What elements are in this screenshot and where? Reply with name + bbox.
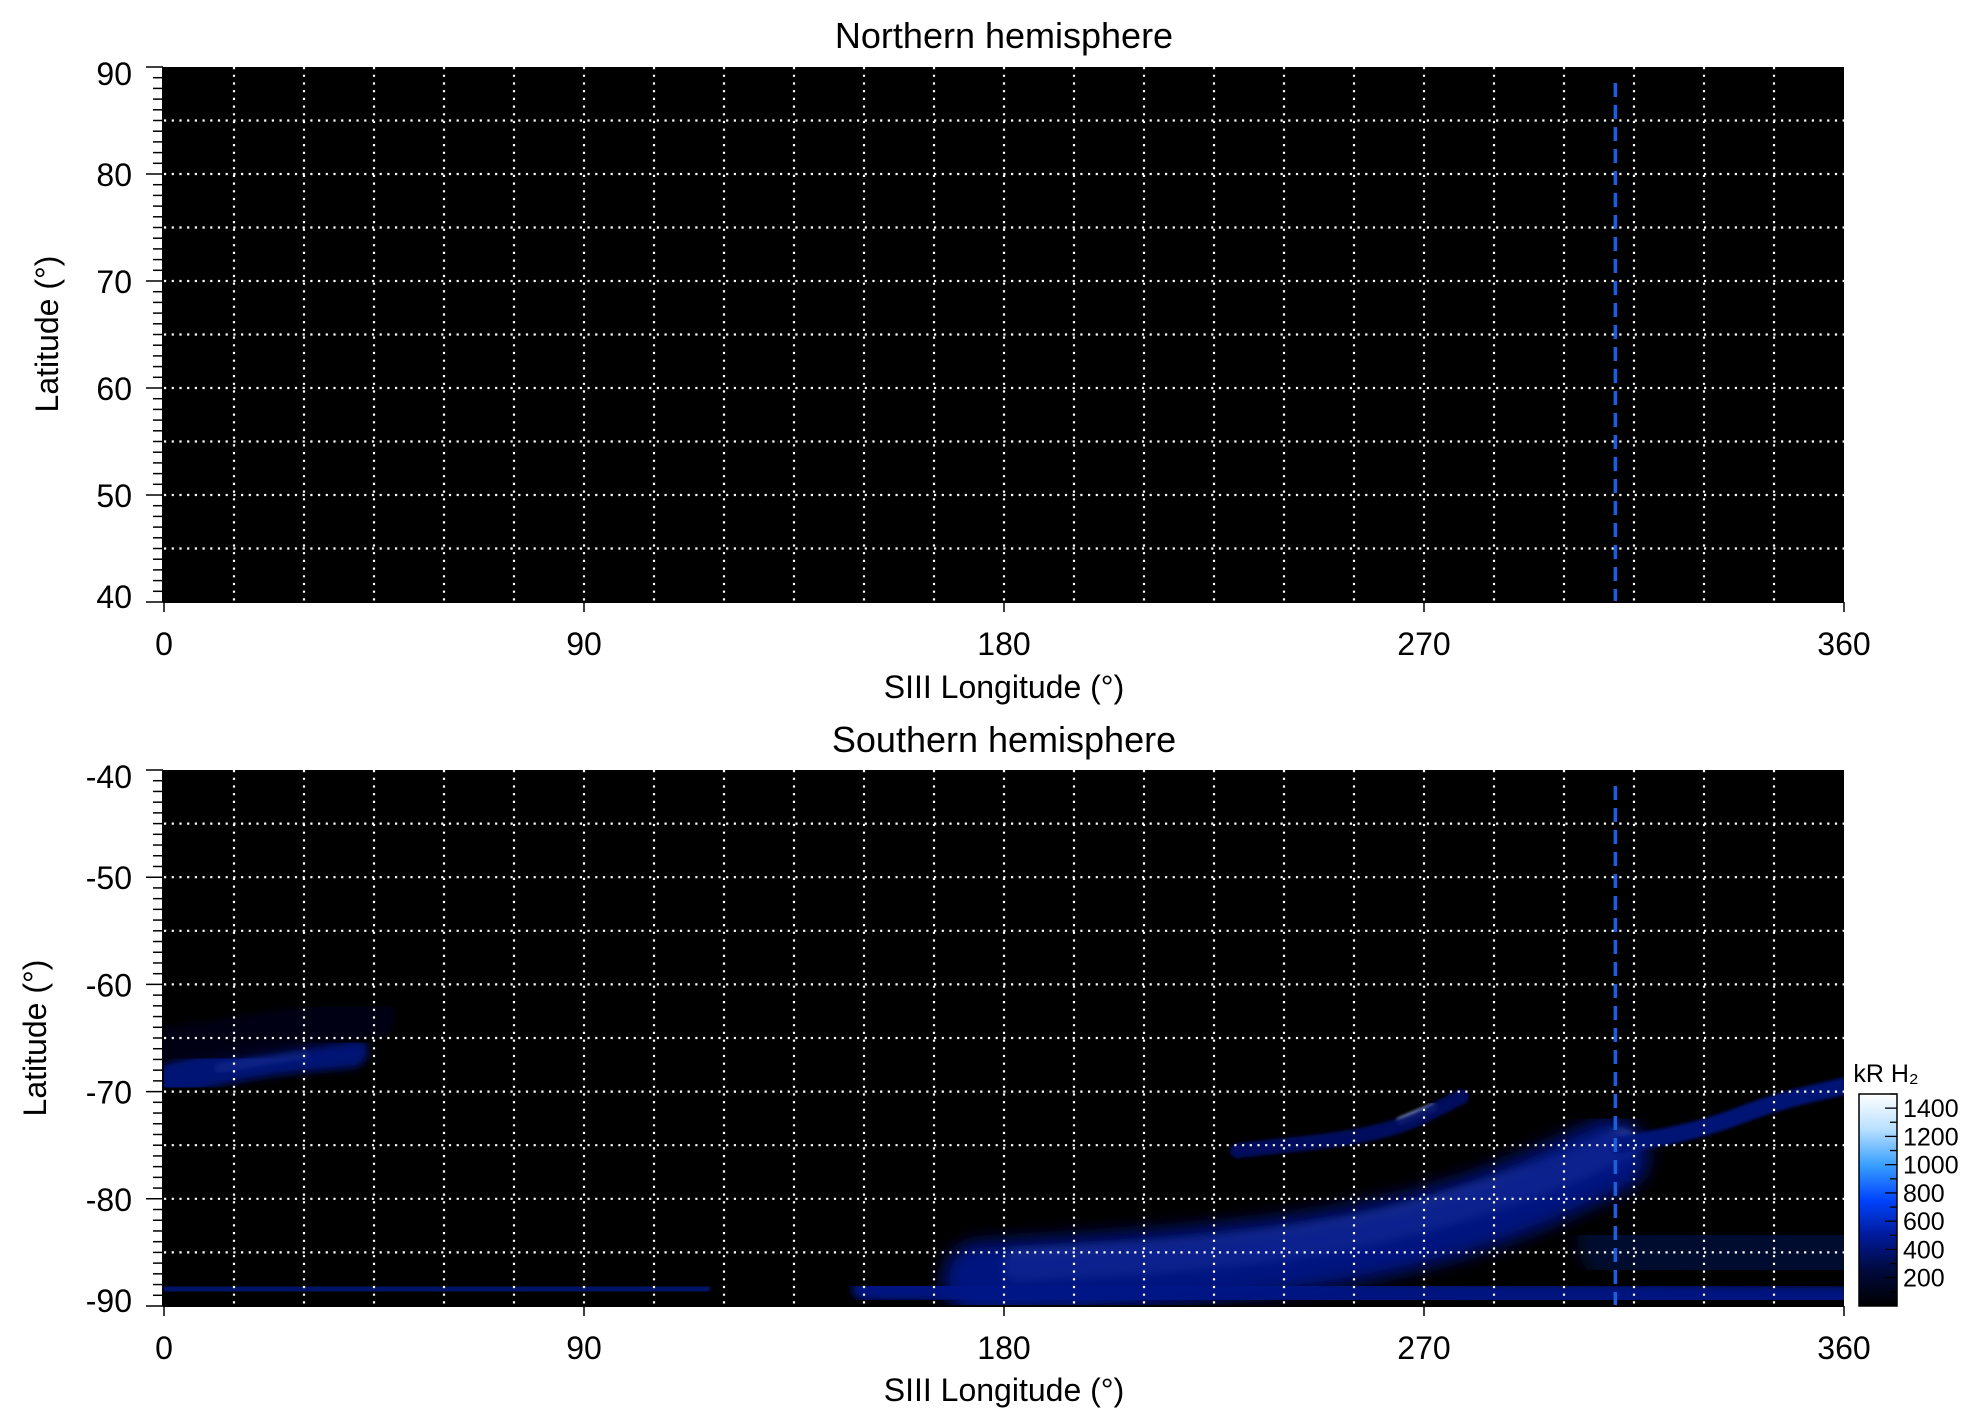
colorbar-tick-label: 1400 — [1903, 1095, 1959, 1123]
colorbar-tick-label: 800 — [1903, 1180, 1945, 1208]
colorbar-tick-label: 1200 — [1903, 1123, 1959, 1151]
emission-main-oval-halo — [943, 1118, 1649, 1306]
colorbar-label: kR H₂ — [1853, 1060, 1918, 1088]
x-tick-label: 90 — [566, 626, 602, 662]
y-tick-label: -70 — [86, 1075, 132, 1111]
y-tick-label: 40 — [96, 579, 132, 615]
y-tick-label: 90 — [96, 56, 132, 92]
chart-title: Southern hemisphere — [832, 719, 1176, 760]
x-axis-label: SIII Longitude (°) — [884, 669, 1124, 705]
emission-polar-arc-halo — [1229, 1089, 1469, 1159]
colorbar-ramp — [1858, 1093, 1898, 1307]
colorbar-tick-label: 600 — [1903, 1208, 1945, 1236]
y-axis-label: Latitude (°) — [29, 256, 65, 413]
x-tick-label: 360 — [1817, 626, 1870, 662]
colorbar-tick-label: 200 — [1903, 1265, 1945, 1293]
emission-pole-band-right — [852, 1277, 1844, 1306]
colorbar-tick-label: 400 — [1903, 1236, 1945, 1264]
y-tick-label: -90 — [86, 1283, 132, 1319]
x-tick-label: 270 — [1397, 626, 1450, 662]
emission-dusk-faint — [164, 995, 396, 1071]
y-tick-label: 50 — [96, 478, 132, 514]
y-tick-label: 80 — [96, 157, 132, 193]
x-tick-label: 360 — [1817, 1330, 1870, 1366]
y-tick-label: 60 — [96, 371, 132, 407]
colorbar-tick-label: 1000 — [1903, 1152, 1959, 1180]
x-tick-label: 180 — [977, 626, 1030, 662]
emission-layer — [164, 995, 1844, 1306]
x-axis: 0 90 180 270 360 — [155, 1305, 1871, 1366]
x-tick-label: 90 — [566, 1330, 602, 1366]
x-tick-label: 0 — [155, 1330, 173, 1366]
emission-dusk-spot-halo — [164, 1033, 368, 1096]
y-tick-label: 70 — [96, 264, 132, 300]
y-tick-label: -80 — [86, 1182, 132, 1218]
x-axis-label: SIII Longitude (°) — [884, 1372, 1124, 1408]
y-tick-label: -60 — [86, 967, 132, 1003]
emission-right-tail — [1611, 1077, 1844, 1154]
y-axis-label: Latitude (°) — [17, 960, 53, 1117]
x-tick-label: 270 — [1397, 1330, 1450, 1366]
panel-south: Southern hemisphere -90 -80 -70 -60 -50 -40 0… — [17, 719, 1871, 1408]
emission-pole-band-left — [164, 1278, 711, 1301]
x-axis: 0 90 180 270 360 — [155, 601, 1871, 662]
grid-layer — [164, 770, 1844, 1306]
y-axis: 40 50 60 70 80 90 — [96, 56, 164, 615]
y-axis: -90 -80 -70 -60 -50 -40 — [86, 759, 164, 1319]
panel-north: Northern hemisphere 40 50 60 70 80 90 0 90 180 2… — [29, 15, 1871, 705]
x-tick-label: 180 — [977, 1330, 1030, 1366]
emission-right-lower-diffuse — [1577, 1198, 1844, 1306]
grid-layer — [164, 67, 1844, 602]
y-tick-label: -40 — [86, 759, 132, 795]
y-tick-label: -50 — [86, 860, 132, 896]
x-tick-label: 0 — [155, 626, 173, 662]
chart-title: Northern hemisphere — [835, 15, 1173, 56]
